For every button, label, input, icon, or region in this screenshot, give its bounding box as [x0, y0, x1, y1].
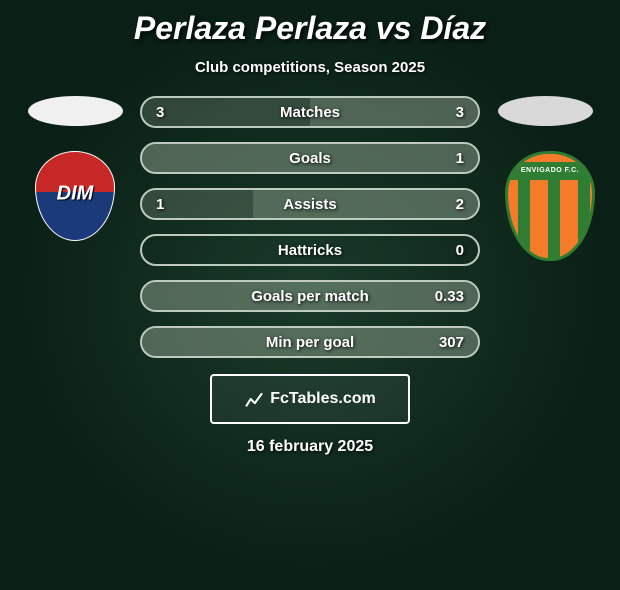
stat-value-right: 0 [456, 236, 464, 264]
footer-logo-text: FcTables.com [270, 390, 376, 408]
stat-label: Goals [142, 144, 478, 172]
stat-bars: Matches33Goals1Assists12Hattricks0Goals … [140, 96, 480, 358]
dim-crest-text: DIM [57, 183, 94, 206]
stat-label: Goals per match [142, 282, 478, 310]
stat-row: Hattricks0 [140, 234, 480, 266]
env-stripe [548, 180, 560, 258]
dim-crest-shape: DIM [35, 151, 115, 241]
stat-value-right: 3 [456, 98, 464, 126]
page-subtitle: Club competitions, Season 2025 [0, 59, 620, 76]
stat-label: Assists [142, 190, 478, 218]
footer-date: 16 february 2025 [0, 438, 620, 456]
stat-value-right: 1 [456, 144, 464, 172]
stat-label: Hattricks [142, 236, 478, 264]
stat-value-left: 1 [156, 190, 164, 218]
stat-label: Min per goal [142, 328, 478, 356]
envigado-banner: ENVIGADO F.C. [508, 162, 592, 180]
right-player-oval [498, 96, 593, 126]
envigado-crest-shape: ENVIGADO F.C. [505, 151, 595, 261]
stat-row: Assists1 2 [140, 188, 480, 220]
right-team-crest: ENVIGADO F.C. [505, 151, 585, 241]
footer-logo-box: FcTables.com [210, 374, 410, 424]
left-team-crest: DIM [35, 151, 115, 241]
main-content: DIM Matches33Goals1Assists12Hattricks0Go… [0, 96, 620, 358]
stat-value-right: 307 [439, 328, 464, 356]
stat-row: Matches3 3 [140, 96, 480, 128]
right-side: ENVIGADO F.C. [490, 96, 600, 241]
stat-row: Goals1 [140, 142, 480, 174]
page-title: Perlaza Perlaza vs Díaz [0, 10, 620, 47]
env-stripe [518, 180, 530, 258]
stat-value-left: 3 [156, 98, 164, 126]
stat-value-right: 0.33 [435, 282, 464, 310]
left-player-oval [28, 96, 123, 126]
stat-value-right: 2 [456, 190, 464, 218]
stat-row: Goals per match0.33 [140, 280, 480, 312]
stat-label: Matches [142, 98, 478, 126]
fctables-icon [244, 389, 264, 409]
left-side: DIM [20, 96, 130, 241]
stat-row: Min per goal307 [140, 326, 480, 358]
env-stripe [578, 180, 590, 258]
